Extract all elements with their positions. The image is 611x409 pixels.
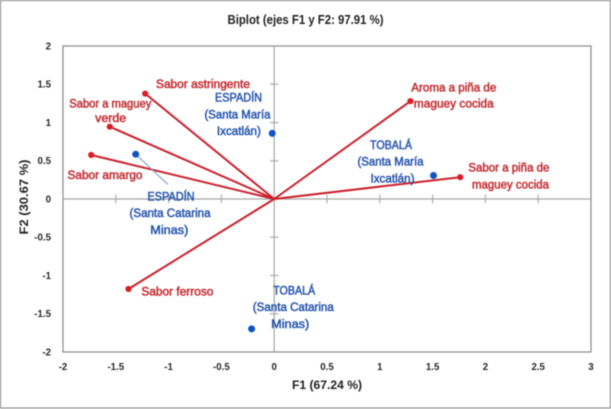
svg-text:1.5: 1.5 <box>38 80 52 91</box>
svg-text:maguey cocida: maguey cocida <box>472 179 550 191</box>
svg-text:F1 (67.24 %): F1 (67.24 %) <box>292 380 362 392</box>
svg-text:1: 1 <box>46 118 52 129</box>
svg-text:0: 0 <box>272 362 277 373</box>
svg-text:Aroma a piña de: Aroma a piña de <box>411 82 496 94</box>
svg-text:ESPADÍN: ESPADÍN <box>215 92 262 105</box>
svg-text:Sabor ferroso: Sabor ferroso <box>141 286 213 298</box>
svg-text:2: 2 <box>46 41 51 52</box>
svg-text:verde: verde <box>95 113 126 125</box>
svg-text:-1: -1 <box>164 362 173 373</box>
svg-text:Sabor a maguey: Sabor a maguey <box>69 98 151 110</box>
svg-text:Minas): Minas) <box>271 319 309 331</box>
svg-text:1: 1 <box>377 362 383 373</box>
svg-text:maguey cocida: maguey cocida <box>414 98 495 110</box>
svg-text:-1.5: -1.5 <box>107 362 124 373</box>
svg-text:0.5: 0.5 <box>320 362 334 373</box>
svg-text:0.5: 0.5 <box>38 156 52 167</box>
svg-text:Ixcatlán): Ixcatlán) <box>371 173 415 185</box>
svg-text:3: 3 <box>588 362 594 373</box>
svg-text:Minas): Minas) <box>150 225 188 237</box>
svg-text:(Santa Catarina: (Santa Catarina <box>130 208 212 220</box>
svg-text:(Santa Catarina: (Santa Catarina <box>253 302 335 314</box>
svg-text:(Santa María: (Santa María <box>205 110 272 122</box>
svg-text:Biplot (ejes F1 y F2: 97.91 %): Biplot (ejes F1 y F2: 97.91 %) <box>228 13 384 27</box>
svg-text:0: 0 <box>46 194 51 205</box>
svg-text:(Santa María: (Santa María <box>358 157 425 169</box>
svg-text:TOBALÁ: TOBALÁ <box>370 139 412 152</box>
svg-text:-2: -2 <box>42 347 51 358</box>
svg-text:-1.5: -1.5 <box>34 309 51 320</box>
svg-text:-0.5: -0.5 <box>213 362 230 373</box>
svg-text:-0.5: -0.5 <box>34 233 51 244</box>
svg-text:2: 2 <box>483 362 488 373</box>
svg-text:-1: -1 <box>42 271 51 282</box>
svg-text:F2 (30.67 %): F2 (30.67 %) <box>19 159 31 234</box>
svg-text:-2: -2 <box>59 362 68 373</box>
svg-text:ESPADÍN: ESPADÍN <box>148 191 195 204</box>
svg-text:Ixcatlán): Ixcatlán) <box>217 126 261 138</box>
svg-text:2.5: 2.5 <box>531 362 545 373</box>
svg-text:1.5: 1.5 <box>426 362 440 373</box>
svg-text:Sabor amargo: Sabor amargo <box>68 170 143 182</box>
svg-text:Sabor astringente: Sabor astringente <box>156 79 250 91</box>
svg-text:TOBALÁ: TOBALÁ <box>273 284 315 297</box>
svg-text:Sabor a piña de: Sabor a piña de <box>468 162 549 174</box>
